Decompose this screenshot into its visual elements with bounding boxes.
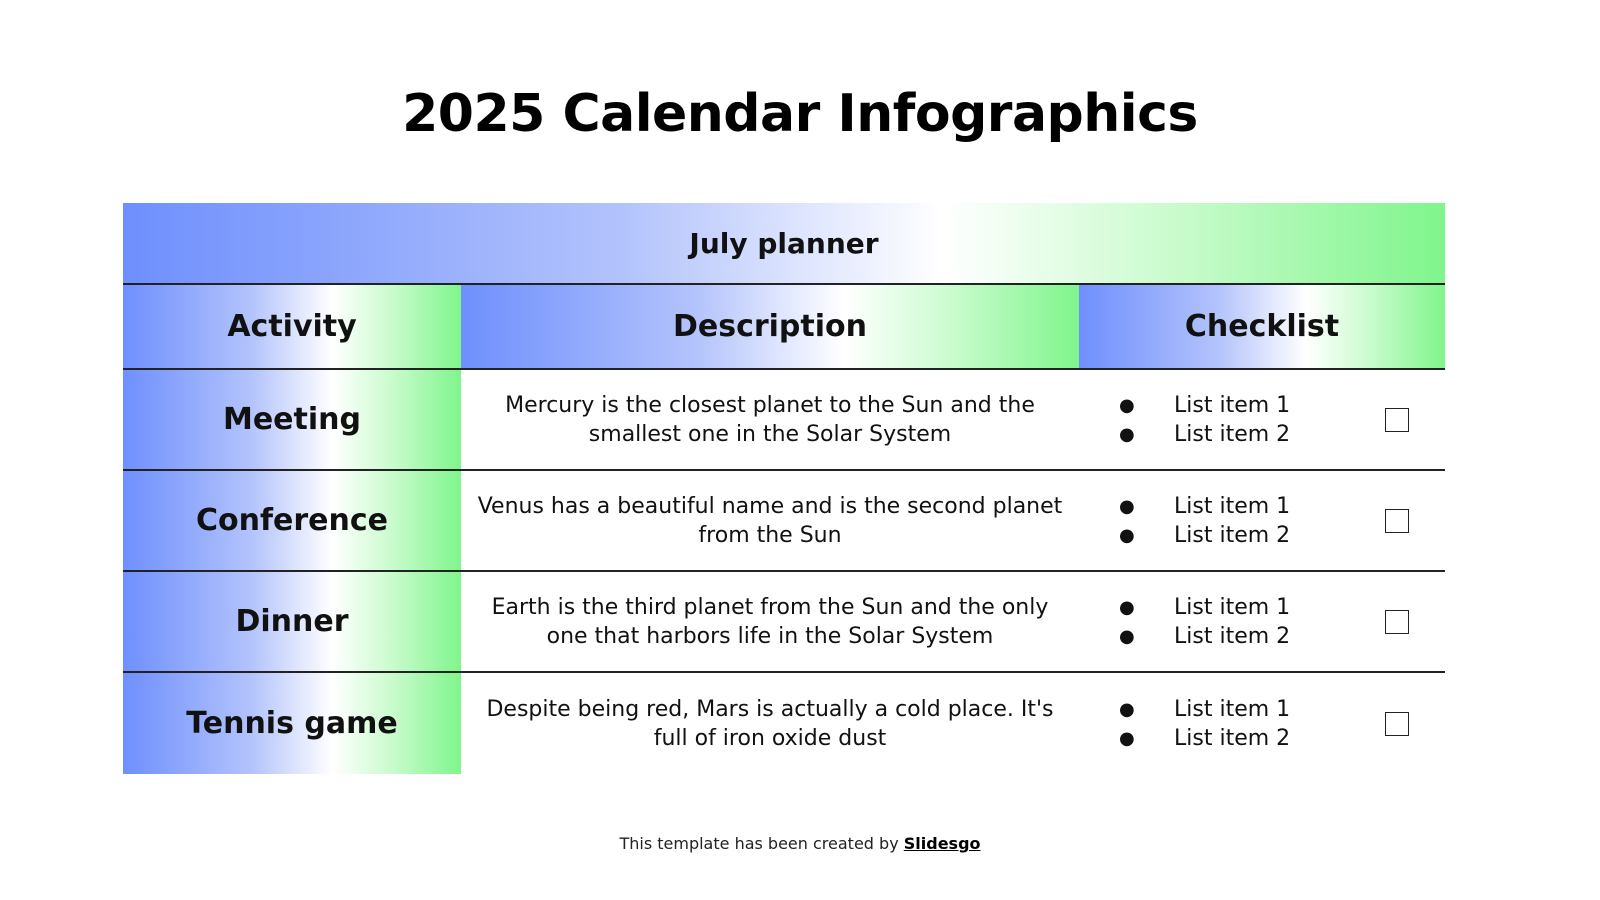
- checkbox[interactable]: [1385, 711, 1409, 736]
- description-cell: Mercury is the closest planet to the Sun…: [505, 392, 1035, 447]
- activity-cell: Dinner: [123, 572, 461, 671]
- list-item: ● List item 2: [1119, 521, 1290, 550]
- bullet-icon: ●: [1119, 423, 1135, 445]
- checkbox[interactable]: [1385, 508, 1409, 533]
- checklist-cell: ● List item 1 ● List item 2: [1079, 471, 1445, 570]
- list-item: ● List item 2: [1119, 420, 1290, 449]
- checklist-cell: ● List item 1 ● List item 2: [1079, 673, 1445, 774]
- activity-cell: Tennis game: [123, 673, 461, 774]
- checklist: ● List item 1 ● List item 2: [1119, 492, 1290, 550]
- description-cell: Venus has a beautiful name and is the se…: [477, 493, 1063, 548]
- bullet-icon: ●: [1119, 727, 1135, 749]
- list-item-label: List item 1: [1174, 696, 1291, 722]
- header-activity: Activity: [123, 285, 461, 368]
- bullet-icon: ●: [1119, 625, 1135, 647]
- planner-table: July planner Activity Description Checkl…: [123, 203, 1445, 774]
- list-item-label: List item 1: [1174, 392, 1291, 418]
- activity-cell: Meeting: [123, 370, 461, 469]
- list-item-label: List item 2: [1174, 623, 1291, 649]
- slidesgo-link[interactable]: Slidesgo: [903, 834, 981, 853]
- table-row: Dinner Earth is the third planet from th…: [123, 572, 1445, 673]
- checkbox[interactable]: [1385, 407, 1409, 432]
- footer-text: This template has been created by: [619, 834, 904, 853]
- header-description: Description: [461, 285, 1079, 368]
- list-item-label: List item 1: [1174, 594, 1291, 620]
- header-row: Activity Description Checklist: [123, 285, 1445, 370]
- description-cell: Earth is the third planet from the Sun a…: [491, 594, 1049, 649]
- bullet-icon: ●: [1119, 495, 1135, 517]
- list-item: ● List item 1: [1119, 695, 1290, 724]
- list-item-label: List item 2: [1174, 725, 1291, 751]
- list-item: ● List item 1: [1119, 391, 1290, 420]
- table-row: Meeting Mercury is the closest planet to…: [123, 370, 1445, 471]
- checklist: ● List item 1 ● List item 2: [1119, 593, 1290, 651]
- checklist-cell: ● List item 1 ● List item 2: [1079, 572, 1445, 671]
- table-row: Conference Venus has a beautiful name an…: [123, 471, 1445, 572]
- list-item: ● List item 1: [1119, 492, 1290, 521]
- list-item: ● List item 2: [1119, 724, 1290, 753]
- list-item-label: List item 1: [1174, 493, 1291, 519]
- list-item: ● List item 2: [1119, 622, 1290, 651]
- list-item-label: List item 2: [1174, 522, 1291, 548]
- list-item-label: List item 2: [1174, 421, 1291, 447]
- table-row: Tennis game Despite being red, Mars is a…: [123, 673, 1445, 774]
- checklist: ● List item 1 ● List item 2: [1119, 391, 1290, 449]
- list-item: ● List item 1: [1119, 593, 1290, 622]
- footer-credit: This template has been created by Slides…: [0, 834, 1600, 853]
- checkbox[interactable]: [1385, 609, 1409, 634]
- header-checklist: Checklist: [1079, 285, 1445, 368]
- bullet-icon: ●: [1119, 394, 1135, 416]
- checklist-cell: ● List item 1 ● List item 2: [1079, 370, 1445, 469]
- bullet-icon: ●: [1119, 524, 1135, 546]
- checklist: ● List item 1 ● List item 2: [1119, 695, 1290, 753]
- table-caption: July planner: [123, 203, 1445, 285]
- bullet-icon: ●: [1119, 698, 1135, 720]
- description-cell: Despite being red, Mars is actually a co…: [486, 696, 1054, 751]
- activity-cell: Conference: [123, 471, 461, 570]
- page-title: 2025 Calendar Infographics: [402, 84, 1198, 144]
- bullet-icon: ●: [1119, 596, 1135, 618]
